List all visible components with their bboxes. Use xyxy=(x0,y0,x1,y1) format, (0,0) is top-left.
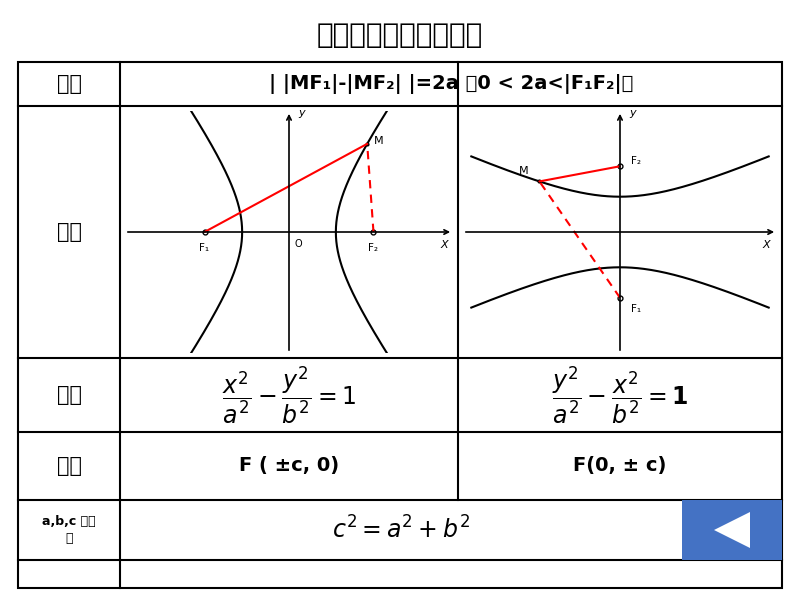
Text: F ( ±c, 0): F ( ±c, 0) xyxy=(239,457,339,475)
Text: 图象: 图象 xyxy=(57,222,82,242)
Text: F₁: F₁ xyxy=(630,304,641,314)
Text: X: X xyxy=(441,241,448,251)
Text: F₁: F₁ xyxy=(199,243,210,253)
Text: $\dfrac{x^2}{a^2}-\dfrac{y^2}{b^2}=1$: $\dfrac{x^2}{a^2}-\dfrac{y^2}{b^2}=1$ xyxy=(222,364,356,426)
Text: F₂: F₂ xyxy=(630,156,641,166)
Text: F₂: F₂ xyxy=(369,243,378,253)
Text: 方程: 方程 xyxy=(57,385,82,405)
Text: | |MF₁|-|MF₂| |=2a （0 < 2a<|F₁F₂|）: | |MF₁|-|MF₂| |=2a （0 < 2a<|F₁F₂|） xyxy=(269,74,633,94)
Text: O: O xyxy=(295,239,302,250)
Bar xyxy=(682,500,782,560)
Text: X: X xyxy=(762,240,770,250)
Text: M: M xyxy=(374,136,384,146)
Text: a,b,c 的关
系: a,b,c 的关 系 xyxy=(42,515,96,545)
Text: $\dfrac{y^2}{a^2}-\dfrac{x^2}{b^2}=\mathbf{1}$: $\dfrac{y^2}{a^2}-\dfrac{x^2}{b^2}=\math… xyxy=(552,364,688,426)
Bar xyxy=(18,62,782,588)
Text: F(0, ± c): F(0, ± c) xyxy=(574,457,666,475)
Text: 焦点: 焦点 xyxy=(57,456,82,476)
Text: 定义: 定义 xyxy=(57,74,82,94)
Text: y: y xyxy=(298,109,305,118)
Text: y: y xyxy=(630,108,636,118)
Text: $c^2=a^2+b^2$: $c^2=a^2+b^2$ xyxy=(332,517,470,544)
Text: M: M xyxy=(519,166,529,176)
Text: 双曲线定义及标准方程: 双曲线定义及标准方程 xyxy=(317,21,483,49)
Polygon shape xyxy=(714,512,750,548)
